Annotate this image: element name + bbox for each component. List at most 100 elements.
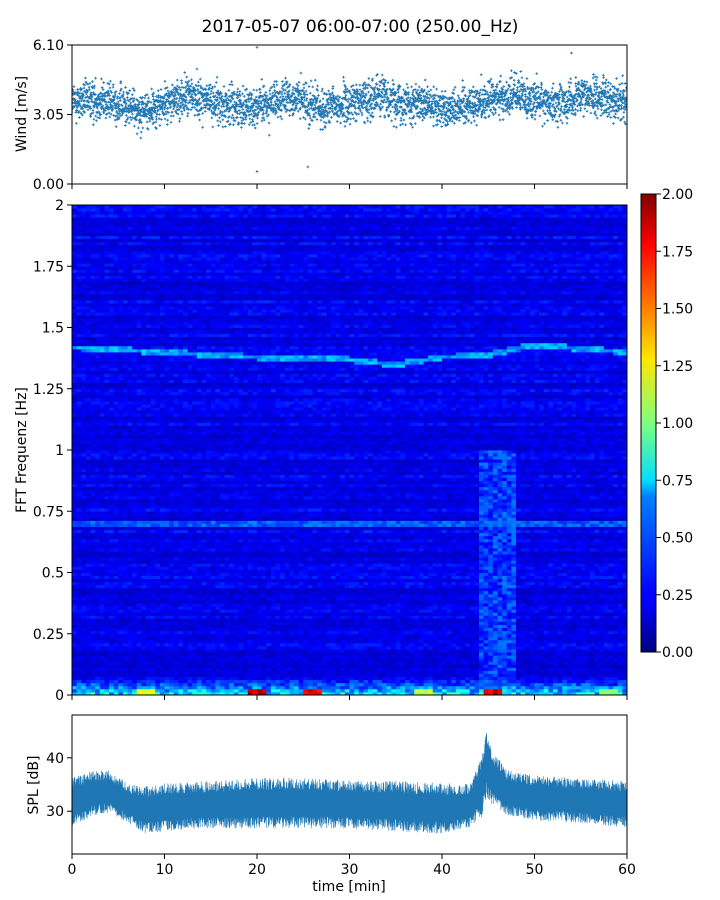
spectrogram-cell [201,581,207,586]
spectrogram-cell [95,517,101,521]
spectrogram-cell [104,685,110,690]
spectrogram-cell [201,492,207,497]
spectrogram-cell [169,508,175,512]
spectrogram-cell [169,673,175,678]
spectrogram-cell [141,367,147,371]
spectrogram-cell [76,670,82,674]
spectrogram-cell [196,220,202,224]
spectrogram-cell [127,652,133,656]
spectrogram-cell [136,226,142,230]
spectrogram-cell [192,306,198,310]
spectrogram-cell [95,514,101,518]
spectrogram-cell [113,431,119,436]
spectrogram-cell [141,385,147,390]
spectrogram-cell [146,437,152,442]
spectrogram-cell [187,235,193,240]
spectrogram-cell [201,214,207,218]
spectrogram-cell [90,440,96,445]
spectrogram-cell [196,284,202,289]
spectrogram-cell [150,526,156,531]
spectrogram-cell [169,296,175,301]
spectrogram-cell [122,318,128,322]
spectrogram-cell [201,208,207,212]
spectrogram-cell [72,673,78,678]
spectrogram-cell [173,303,179,307]
spectrogram-cell [141,214,147,218]
spectrogram-cell [169,205,175,209]
spectrogram-cell [104,226,110,230]
spectrogram-cell [95,691,101,695]
spectrogram-cell [81,664,87,668]
spectrogram-cell [85,345,91,350]
spectrogram-cell [173,208,179,212]
spectrogram-cell [178,560,184,564]
spectrogram-cell [99,388,105,393]
spectrogram-cell [183,618,189,622]
spectrogram-cell [164,223,170,227]
spectrogram-cell [85,437,91,442]
spectrogram-cell [196,348,202,353]
spectrogram-cell [118,526,124,531]
spectrogram-cell [122,364,128,368]
spectrogram-cell [113,296,119,301]
spectrogram-cell [85,226,91,230]
spectrogram-cell [104,339,110,344]
spectrogram-cell [192,397,198,402]
spectrogram-cell [159,471,165,475]
spectrogram-cell [178,612,184,616]
spectrogram-cell [136,636,142,641]
spectrogram-cell [159,624,165,629]
spectrogram-cell [113,385,119,390]
spectrogram-cell [118,541,124,546]
spectrogram-cell [159,511,165,515]
spectrogram-cell [122,419,128,423]
spectrogram-cell [95,453,101,457]
spectrogram-cell [118,557,124,561]
spectrogram-cell [72,257,78,261]
spectrogram-cell [95,502,101,506]
spectrogram-cell [136,416,142,420]
spectrogram-cell [169,413,175,417]
spectrogram-cell [210,232,216,237]
spectrogram-cell [201,272,207,276]
spectrogram-cell [150,416,156,420]
spectrogram-cell [141,303,147,307]
spectrogram-cell [155,639,161,644]
spectrogram-cell [187,477,193,482]
spectrogram-cell [206,413,212,417]
spectrogram-cell [192,394,198,399]
spectrogram-cell [187,318,193,322]
spectrogram-cell [187,649,193,653]
spectrogram-cell [72,309,78,313]
spectrogram-cell [99,606,105,610]
spectrogram-cell [192,468,198,472]
spectrogram-cell [99,554,105,558]
spectrogram-cell [122,456,128,460]
spectrogram-cell [113,486,119,491]
spectrogram-cell [104,609,110,613]
spectrogram-cell [72,541,78,546]
spectrogram-cell [169,257,175,261]
spectrogram-cell [159,615,165,619]
spectrogram-cell [178,511,184,515]
spectrogram-cell [196,397,202,402]
spectrogram-cell [95,437,101,442]
spectrogram-cell [113,364,119,368]
spectrogram-cell [146,413,152,417]
spectrogram-cell [164,544,170,549]
spectrogram-cell [122,434,128,439]
spectrogram-cell [95,413,101,417]
spectrogram-cell [109,306,115,310]
spectrogram-cell [132,584,138,589]
spectrogram-cell [173,624,179,629]
spectrogram-cell [206,220,212,224]
spectrogram-cell [210,217,216,221]
spectrogram-cell [146,453,152,457]
spectrogram-cell [136,566,142,570]
spectrogram-cell [95,560,101,564]
spectrogram-cell [104,263,110,267]
spectrogram-cell [192,342,198,347]
spectrogram-cell [169,658,175,662]
spectrogram-cell [118,345,124,350]
spectrogram-cell [146,296,152,301]
